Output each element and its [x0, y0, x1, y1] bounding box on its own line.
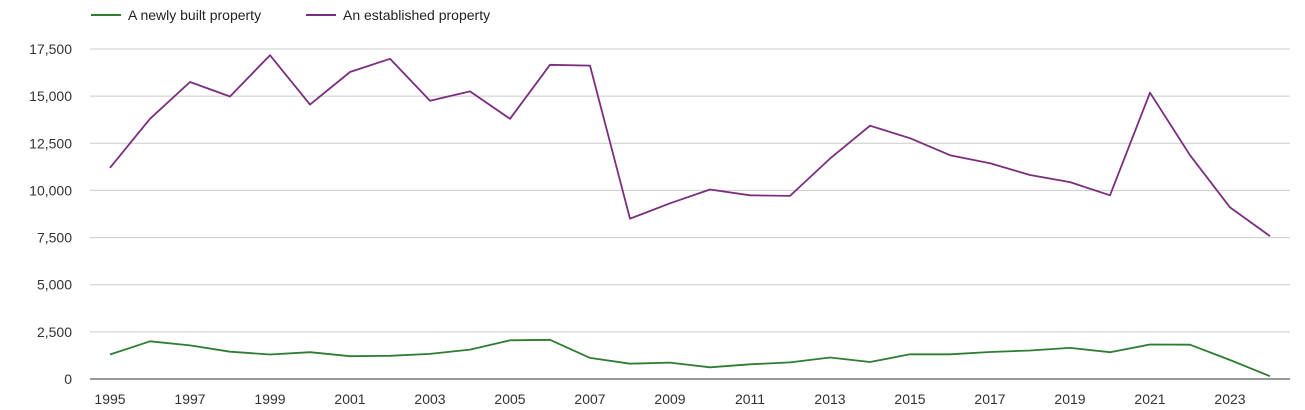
data-point [508, 117, 512, 121]
data-point [148, 117, 152, 121]
data-point [1228, 358, 1232, 362]
data-point [1068, 346, 1072, 350]
data-point [548, 63, 552, 67]
data-point [1188, 153, 1192, 157]
data-point [1188, 343, 1192, 347]
x-tick-label: 2023 [1214, 391, 1245, 407]
y-tick-label: 5,000 [37, 277, 72, 293]
data-point [308, 103, 312, 107]
series-line-established [109, 54, 1271, 237]
x-tick-label: 1995 [94, 391, 125, 407]
data-point [1148, 91, 1152, 95]
data-point [428, 352, 432, 356]
data-point [628, 362, 632, 366]
x-tick-label: 2015 [894, 391, 925, 407]
series-group [108, 53, 1272, 378]
data-point [948, 352, 952, 356]
data-point [708, 187, 712, 191]
data-point [788, 194, 792, 198]
data-point [308, 350, 312, 354]
data-point [748, 193, 752, 197]
data-point [1228, 205, 1232, 209]
data-point [1148, 342, 1152, 346]
data-point [468, 348, 472, 352]
data-point [828, 157, 832, 161]
data-point [708, 365, 712, 369]
x-tick-label: 2003 [414, 391, 445, 407]
data-point [1108, 350, 1112, 354]
y-tick-label: 7,500 [37, 230, 72, 246]
y-tick-label: 2,500 [37, 324, 72, 340]
x-tick-label: 1997 [174, 391, 205, 407]
legend-label: An established property [343, 7, 490, 23]
data-point [268, 53, 272, 57]
data-point [548, 338, 552, 342]
legend-label: A newly built property [128, 7, 261, 23]
data-point [108, 352, 112, 356]
x-tick-label: 2005 [494, 391, 525, 407]
x-tick-label: 2011 [735, 391, 765, 407]
data-point [748, 362, 752, 366]
x-tick-label: 2009 [654, 391, 685, 407]
data-point [388, 57, 392, 61]
y-tick-label: 0 [64, 371, 72, 387]
y-tick-label: 15,000 [29, 88, 72, 104]
data-point [1108, 193, 1112, 197]
data-point [948, 153, 952, 157]
data-point [588, 356, 592, 360]
data-point [268, 352, 272, 356]
data-point [188, 343, 192, 347]
y-tick-label: 10,000 [29, 182, 72, 198]
legend: A newly built property An established pro… [91, 7, 490, 23]
data-point [108, 166, 112, 170]
data-point [628, 217, 632, 221]
data-point [508, 338, 512, 342]
data-point [828, 356, 832, 360]
data-point [348, 354, 352, 358]
data-point [788, 360, 792, 364]
data-point [988, 161, 992, 165]
data-point [588, 64, 592, 68]
x-tick-label: 1999 [254, 391, 285, 407]
x-axis: 1995 1997 1999 2001 2003 2005 2007 2009 2011 2013… [90, 378, 1290, 407]
series-line-newly-built [109, 338, 1271, 378]
y-tick-label: 12,500 [29, 135, 72, 151]
x-tick-label: 2001 [334, 391, 365, 407]
data-point [868, 360, 872, 364]
data-point [908, 136, 912, 140]
x-tick-label: 2017 [974, 391, 1005, 407]
data-point [188, 80, 192, 84]
data-point [1028, 349, 1032, 353]
x-tick-label: 2021 [1134, 391, 1165, 407]
data-point [228, 350, 232, 354]
x-tick-label: 2007 [574, 391, 605, 407]
data-point [988, 350, 992, 354]
y-tick-label: 17,500 [29, 41, 72, 57]
data-point [668, 201, 672, 205]
data-point [1268, 234, 1272, 238]
data-point [1068, 180, 1072, 184]
data-point [348, 70, 352, 74]
data-point [228, 95, 232, 99]
data-point [868, 124, 872, 128]
data-point [468, 89, 472, 93]
data-point [388, 354, 392, 358]
data-point [148, 339, 152, 343]
x-tick-label: 2013 [814, 391, 845, 407]
data-point [1028, 173, 1032, 177]
data-point [908, 352, 912, 356]
grid: 0 2,500 5,000 7,500 10,000 12,500 15,000 17,500 [29, 41, 1290, 387]
x-tick-label: 2019 [1054, 391, 1085, 407]
data-point [668, 361, 672, 365]
data-point [428, 99, 432, 103]
data-point [1268, 374, 1272, 378]
